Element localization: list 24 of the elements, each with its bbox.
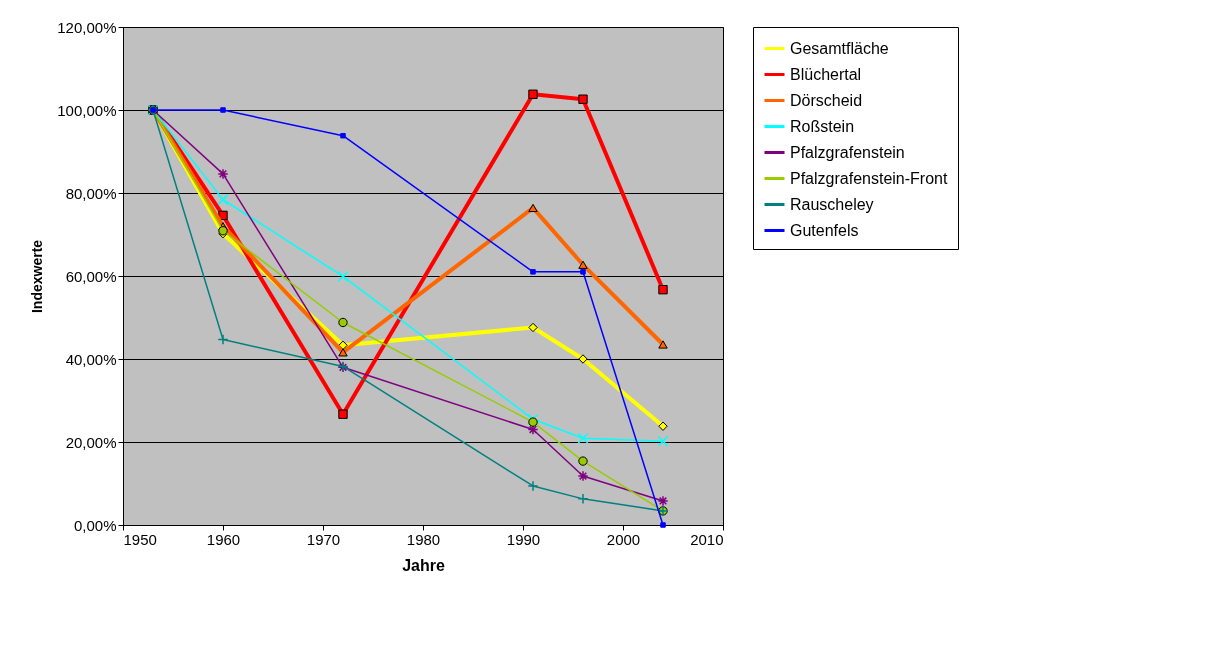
- legend-label: Gutenfels: [790, 221, 859, 239]
- y-tick-label: 20,00%: [65, 433, 117, 451]
- y-tick-label: 100,00%: [57, 101, 117, 119]
- legend-label: Rauscheley: [790, 195, 874, 213]
- legend-label: Dörscheid: [790, 91, 863, 109]
- y-tick-label: 40,00%: [65, 350, 117, 368]
- x-tick-label: 2000: [606, 530, 641, 548]
- y-tick-label: 0,00%: [73, 516, 117, 534]
- y-tick-label: 120,00%: [57, 18, 117, 36]
- y-tick-label: 80,00%: [65, 184, 117, 202]
- x-axis-title: Jahre: [402, 556, 445, 574]
- legend-label: Pfalzgrafenstein: [790, 143, 905, 161]
- x-tick-label: 1950: [123, 530, 157, 548]
- legend-label: Blüchertal: [790, 65, 862, 83]
- legend-label: Gesamtfläche: [790, 39, 889, 57]
- legend-label: Roßstein: [790, 117, 855, 135]
- x-tick-label: 2010: [690, 530, 724, 548]
- y-tick-label: 60,00%: [65, 267, 117, 285]
- x-tick-label: 1960: [206, 530, 241, 548]
- legend-label: Pfalzgrafenstein-Front: [790, 169, 948, 187]
- x-tick-label: 1970: [306, 530, 341, 548]
- y-axis-title: Indexwerte: [29, 239, 46, 314]
- x-tick-label: 1990: [506, 530, 541, 548]
- x-tick-label: 1980: [406, 530, 441, 548]
